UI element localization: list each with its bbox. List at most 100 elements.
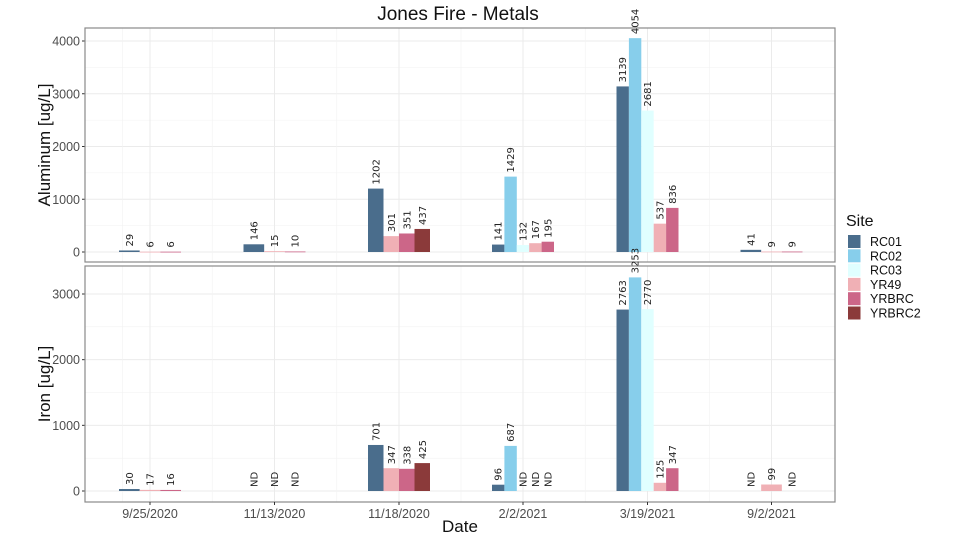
bar-value-label: 351 bbox=[402, 210, 413, 229]
bar-value-label: 9 bbox=[788, 241, 799, 247]
bar-value-label: 30 bbox=[125, 472, 136, 485]
y-tick-label: 0 bbox=[73, 246, 80, 260]
bar-value-label: 1202 bbox=[371, 159, 382, 184]
bar-value-label: 347 bbox=[387, 445, 398, 464]
bar-yr49 bbox=[264, 251, 285, 253]
bar-value-label: 3253 bbox=[631, 248, 642, 273]
bar-yrbrc bbox=[666, 468, 679, 491]
bar-value-label: 1429 bbox=[506, 147, 517, 172]
legend-item-yrbrc2: YRBRC2 bbox=[848, 306, 921, 321]
bar-value-label: 29 bbox=[125, 234, 136, 247]
bar-yrbrc bbox=[284, 251, 306, 253]
bar-rc02 bbox=[504, 445, 517, 491]
bar-yr49 bbox=[383, 468, 399, 491]
bar-rc01 bbox=[616, 309, 629, 491]
bar-value-label: 16 bbox=[166, 473, 177, 486]
bar-rc01 bbox=[368, 444, 384, 491]
bar-value-label: 537 bbox=[655, 201, 666, 220]
bar-yrbrc bbox=[399, 233, 415, 252]
legend-title: Site bbox=[846, 213, 874, 230]
bar-rc02 bbox=[628, 38, 642, 252]
legend-item-rc02: RC02 bbox=[848, 249, 902, 263]
y-tick-label: 1000 bbox=[52, 193, 80, 207]
bar-rc01 bbox=[616, 86, 629, 252]
bar-rc03 bbox=[516, 245, 530, 252]
bar-value-label: 836 bbox=[668, 185, 679, 204]
x-tick-label: 2/2/2021 bbox=[499, 507, 548, 521]
bar-yrbrc2 bbox=[414, 228, 430, 252]
bar-yr49 bbox=[139, 251, 161, 253]
legend-item-rc03: RC03 bbox=[848, 263, 902, 278]
bar-yrbrc bbox=[399, 468, 415, 491]
bar-rc01 bbox=[119, 489, 140, 491]
bar-rc03 bbox=[641, 110, 654, 253]
y-tick-label: 3000 bbox=[52, 288, 80, 302]
bar-rc02 bbox=[628, 277, 642, 491]
bar-value-label: 301 bbox=[387, 213, 398, 232]
bar-yr49 bbox=[653, 223, 667, 252]
legend-swatch bbox=[848, 235, 861, 248]
bar-value-label: 195 bbox=[543, 219, 554, 238]
y-axis-title: Aluminum [ug/L] bbox=[35, 84, 54, 207]
panel-border bbox=[84, 27, 836, 263]
bar-value-label: 425 bbox=[418, 440, 429, 459]
panel-border bbox=[84, 265, 836, 503]
legend-label: RC02 bbox=[870, 249, 902, 263]
y-axis-title: Iron [ug/L] bbox=[35, 346, 54, 423]
bar-rc01 bbox=[492, 484, 505, 491]
panel-aluminum: 0 1000 2000 3000 4000 29 6 6 146 15 10 1202 301 351 43… bbox=[35, 9, 836, 263]
bar-value-label: 132 bbox=[519, 222, 530, 241]
bar-value-label: 9 bbox=[767, 241, 778, 247]
bar-value-label: 2770 bbox=[643, 280, 654, 305]
bar-value-label: 6 bbox=[166, 241, 177, 247]
x-tick-label: 11/18/2020 bbox=[368, 507, 430, 521]
legend-item-yr49: YR49 bbox=[848, 277, 901, 292]
legend-label: RC01 bbox=[870, 235, 902, 249]
y-tick-label: 4000 bbox=[52, 35, 80, 49]
bar-rc01 bbox=[119, 250, 140, 252]
bar-value-label: 338 bbox=[402, 446, 413, 465]
bar-value-label: 167 bbox=[531, 220, 542, 239]
bar-rc01 bbox=[740, 249, 762, 252]
bar-rc03 bbox=[641, 309, 654, 491]
bar-value-label: 17 bbox=[146, 473, 157, 486]
bar-yr49 bbox=[139, 489, 161, 491]
legend-swatch bbox=[848, 306, 861, 320]
legend-label: RC03 bbox=[870, 264, 902, 278]
legend-label: YR49 bbox=[870, 278, 901, 292]
bar-value-label: 437 bbox=[418, 206, 429, 225]
bar-value-label: 3139 bbox=[618, 57, 629, 82]
bar-value-label: 99 bbox=[767, 468, 778, 481]
legend-label: YRBRC bbox=[870, 292, 914, 306]
bar-value-label: 687 bbox=[506, 423, 517, 442]
bar-value-label: ND bbox=[519, 472, 530, 487]
bar-value-label: 4054 bbox=[631, 9, 642, 34]
bar-value-label: 96 bbox=[494, 468, 505, 481]
bar-value-label: 2763 bbox=[618, 280, 629, 305]
bar-value-label: ND bbox=[788, 472, 799, 487]
x-tick-label: 11/13/2020 bbox=[244, 507, 306, 521]
bar-value-label: 347 bbox=[668, 445, 679, 464]
bar-yr49 bbox=[761, 484, 782, 491]
bar-value-label: 125 bbox=[655, 460, 666, 479]
bar-value-label: 701 bbox=[371, 422, 382, 441]
bar-value-label: 141 bbox=[494, 221, 505, 240]
legend-swatch bbox=[848, 277, 861, 291]
bar-yr49 bbox=[653, 482, 667, 491]
bar-yr49 bbox=[761, 251, 782, 253]
bar-value-label: ND bbox=[746, 472, 757, 487]
bar-rc01 bbox=[243, 244, 265, 252]
x-axis-title: Date bbox=[442, 517, 478, 536]
bar-yrbrc bbox=[160, 251, 181, 253]
bar-yr49 bbox=[529, 243, 542, 252]
legend-swatch bbox=[848, 292, 861, 306]
legend-swatch bbox=[848, 263, 861, 277]
legend-label: YRBRC2 bbox=[870, 307, 921, 321]
bar-rc01 bbox=[492, 244, 505, 252]
bar-value-label: 2681 bbox=[643, 81, 654, 106]
bar-value-label: ND bbox=[543, 472, 554, 487]
bar-value-label: 10 bbox=[291, 235, 302, 248]
